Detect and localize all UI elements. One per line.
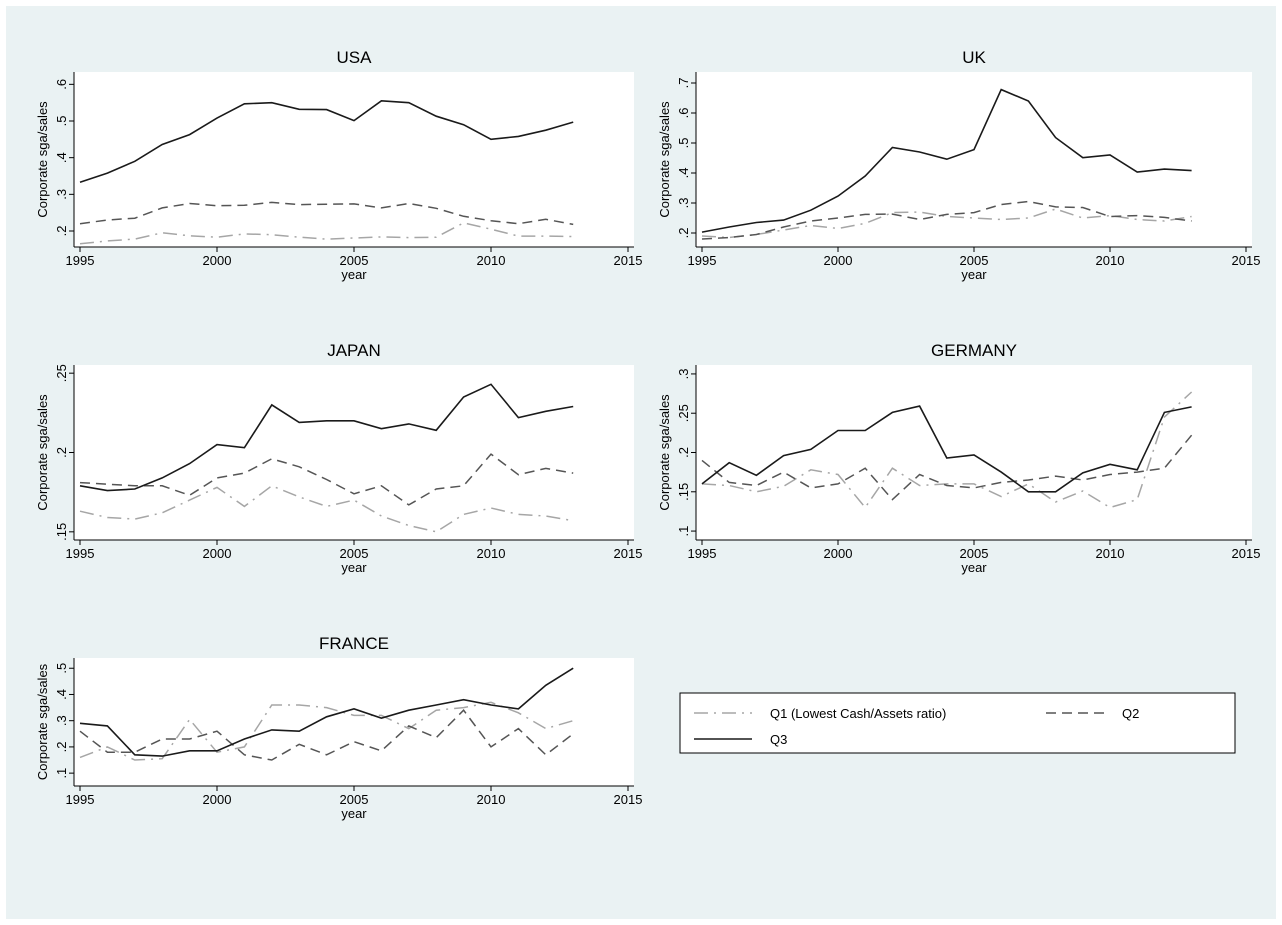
x-axis-label: year xyxy=(961,560,987,575)
chart-title: UK xyxy=(962,48,986,67)
x-tick-label: 2015 xyxy=(614,546,643,561)
x-tick-label: 2000 xyxy=(203,253,232,268)
y-axis-label: Corporate sga/sales xyxy=(35,394,50,511)
series-line-q3 xyxy=(701,88,1192,233)
x-tick-label: 1995 xyxy=(688,253,717,268)
series-line-q2 xyxy=(79,709,574,761)
y-tick-label: .2 xyxy=(676,447,691,458)
legend-label-q1: Q1 (Lowest Cash/Assets ratio) xyxy=(770,706,946,721)
y-tick-label: .5 xyxy=(54,116,69,127)
y-axis-label: Corporate sga/sales xyxy=(35,663,50,780)
y-tick-label: .3 xyxy=(54,715,69,726)
x-tick-label: 2005 xyxy=(340,253,369,268)
x-tick-label: 1995 xyxy=(66,792,95,807)
y-tick-label: .2 xyxy=(54,447,69,458)
chart-title: GERMANY xyxy=(931,341,1017,360)
y-axis-label: Corporate sga/sales xyxy=(35,101,50,218)
x-tick-label: 2005 xyxy=(340,792,369,807)
y-tick-label: .3 xyxy=(676,198,691,209)
chart-panel-france: FRANCE .1 .2 .3 .4 .5 1995 2000 2005 2010 2015 year… xyxy=(35,634,642,821)
y-tick-label: .3 xyxy=(676,369,691,380)
x-tick-label: 2000 xyxy=(203,792,232,807)
y-tick-label: .15 xyxy=(676,483,691,501)
series-line-q1 xyxy=(701,391,1193,509)
x-tick-label: 2000 xyxy=(824,253,853,268)
series-line-q2 xyxy=(79,201,574,226)
y-tick-label: .4 xyxy=(54,689,69,700)
series-line-q1 xyxy=(79,701,574,761)
x-axis-label: year xyxy=(961,267,987,282)
x-tick-label: 2005 xyxy=(340,546,369,561)
y-tick-label: .4 xyxy=(54,152,69,163)
legend-label-q3: Q3 xyxy=(770,732,787,747)
y-tick-label: .2 xyxy=(54,226,69,237)
y-tick-label: .1 xyxy=(54,768,69,779)
figure-background: USA .2 .3 .4 .5 .6 1995 2000 2005 2010 2015 year Cor… xyxy=(6,6,1276,919)
plot-area xyxy=(74,365,634,540)
x-tick-label: 2010 xyxy=(1096,546,1125,561)
series-line-q3 xyxy=(79,99,574,183)
y-tick-label: .1 xyxy=(676,526,691,537)
series-line-q2 xyxy=(701,434,1193,501)
chart-title: USA xyxy=(337,48,373,67)
y-tick-label: .6 xyxy=(54,79,69,90)
x-tick-label: 2010 xyxy=(477,253,506,268)
chart-panel-uk: UK .2 .3 .4 .5 .6 .7 1995 2000 2005 2010 2015 year Co… xyxy=(657,48,1260,282)
legend-label-q2: Q2 xyxy=(1122,706,1139,721)
plot-area xyxy=(74,658,634,786)
x-tick-label: 2005 xyxy=(960,253,989,268)
plot-area xyxy=(74,72,634,247)
chart-panel-germany: GERMANY .1 .15 .2 .25 .3 1995 2000 2005 2010 2015 y… xyxy=(657,341,1260,575)
y-tick-label: .3 xyxy=(54,189,69,200)
x-tick-label: 2010 xyxy=(477,546,506,561)
y-tick-label: .15 xyxy=(54,523,69,541)
x-axis-label: year xyxy=(341,267,367,282)
y-tick-label: .5 xyxy=(54,663,69,674)
series-line-q3 xyxy=(79,383,574,492)
chart-panel-usa: USA .2 .3 .4 .5 .6 1995 2000 2005 2010 2015 year Cor… xyxy=(35,48,642,282)
series-line-q2 xyxy=(79,453,574,506)
y-tick-label: .2 xyxy=(54,741,69,752)
chart-title: JAPAN xyxy=(327,341,381,360)
y-tick-label: .5 xyxy=(676,138,691,149)
x-tick-label: 2015 xyxy=(614,792,643,807)
x-tick-label: 2010 xyxy=(1096,253,1125,268)
x-tick-label: 2005 xyxy=(960,546,989,561)
x-tick-label: 2000 xyxy=(203,546,232,561)
y-tick-label: .7 xyxy=(676,78,691,89)
y-tick-label: .25 xyxy=(54,364,69,382)
x-tick-label: 2010 xyxy=(477,792,506,807)
x-tick-label: 1995 xyxy=(66,546,95,561)
chart-legend: Q1 (Lowest Cash/Assets ratio) Q2 Q3 xyxy=(679,692,1236,754)
y-axis-label: Corporate sga/sales xyxy=(657,101,672,218)
y-tick-label: .25 xyxy=(676,404,691,422)
x-tick-label: 1995 xyxy=(66,253,95,268)
y-axis-label: Corporate sga/sales xyxy=(657,394,672,511)
x-tick-label: 1995 xyxy=(688,546,717,561)
chart-figure: USA .2 .3 .4 .5 .6 1995 2000 2005 2010 2015 year Cor… xyxy=(35,48,1260,821)
y-tick-label: .6 xyxy=(676,108,691,119)
y-tick-label: .2 xyxy=(676,228,691,239)
x-tick-label: 2015 xyxy=(1232,546,1261,561)
series-line-q3 xyxy=(79,667,574,757)
x-axis-label: year xyxy=(341,560,367,575)
x-axis-label: year xyxy=(341,806,367,821)
x-tick-label: 2015 xyxy=(1232,253,1261,268)
y-tick-label: .4 xyxy=(676,168,691,179)
x-tick-label: 2000 xyxy=(824,546,853,561)
plot-area xyxy=(696,365,1252,540)
legend-box xyxy=(679,692,1236,754)
series-line-q2 xyxy=(701,200,1192,240)
chart-panel-japan: JAPAN .15 .2 .25 1995 2000 2005 2010 2015 year Cor… xyxy=(35,341,642,575)
series-line-q3 xyxy=(701,405,1192,493)
x-tick-label: 2015 xyxy=(614,253,643,268)
chart-title: FRANCE xyxy=(319,634,389,653)
